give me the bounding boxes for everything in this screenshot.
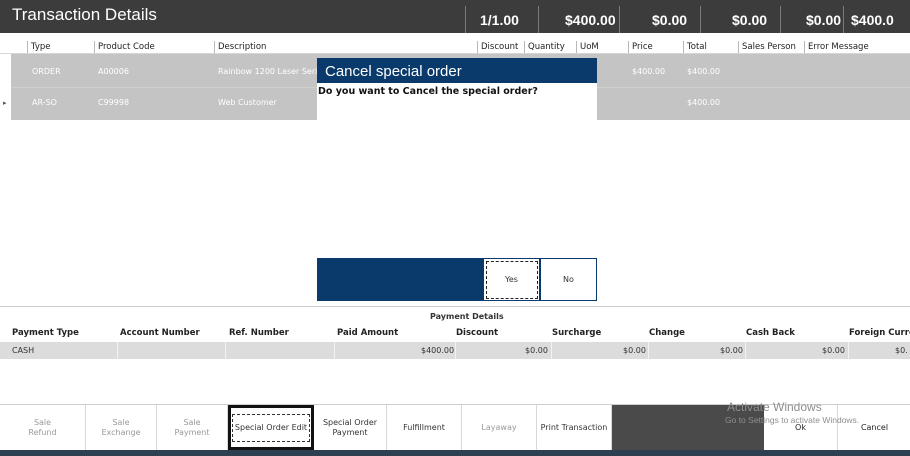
- cell-divider: [117, 342, 118, 359]
- col-product-code[interactable]: Product Code: [94, 41, 155, 53]
- pay-col-discount[interactable]: Discount: [456, 328, 499, 338]
- row1-product-code[interactable]: A00006: [98, 67, 129, 76]
- row1-description[interactable]: Rainbow 1200 Laser Seri: [218, 67, 318, 76]
- sale-payment-label-2: Payment: [174, 427, 210, 437]
- sale-refund-label-2: Refund: [28, 427, 57, 437]
- pay-paid-value: $400.00: [421, 346, 455, 355]
- summary-charges: $0.00: [806, 12, 842, 28]
- current-row-indicator: ▸: [3, 99, 7, 107]
- transaction-header: [0, 0, 910, 33]
- cell-divider: [551, 342, 552, 359]
- pay-col-type[interactable]: Payment Type: [12, 328, 79, 338]
- sale-exchange-button[interactable]: Sale Exchange: [86, 405, 157, 450]
- activation-watermark-title: Activate Windows: [727, 400, 822, 414]
- special-order-edit-button[interactable]: Special Order Edit: [228, 405, 314, 450]
- summary-quantity: 1/1.00: [480, 12, 519, 28]
- pay-col-surcharge[interactable]: Surcharge: [552, 328, 602, 338]
- sale-refund-label-1: Sale: [33, 417, 52, 427]
- pay-col-paid[interactable]: Paid Amount: [337, 328, 399, 338]
- col-quantity[interactable]: Quantity: [524, 41, 565, 53]
- special-order-payment-button[interactable]: Special Order Payment: [314, 405, 387, 450]
- cancel-button[interactable]: Cancel: [860, 423, 889, 432]
- header-divider: [465, 6, 466, 33]
- activation-watermark-subtitle: Go to Settings to activate Windows.: [725, 415, 860, 425]
- row1-type[interactable]: ORDER: [32, 67, 61, 76]
- pay-foreign-value: $0.: [895, 346, 908, 355]
- pay-cashback-value: $0.00: [822, 346, 845, 355]
- col-error-message[interactable]: Error Message: [804, 41, 869, 53]
- header-divider: [843, 6, 844, 33]
- header-divider: [538, 6, 539, 33]
- sale-exchange-label-2: Exchange: [101, 427, 141, 437]
- pay-col-foreign[interactable]: Foreign Curre: [849, 328, 910, 338]
- special-order-payment-label-1: Special Order: [322, 417, 378, 427]
- sale-payment-button[interactable]: Sale Payment: [157, 405, 228, 450]
- sale-exchange-label-1: Sale: [112, 417, 130, 427]
- sale-refund-button[interactable]: Sale Refund: [0, 405, 86, 450]
- header-divider: [619, 6, 620, 33]
- summary-discount: $0.00: [652, 12, 688, 28]
- payment-details-title: Payment Details: [430, 312, 504, 321]
- pay-col-change[interactable]: Change: [649, 328, 685, 338]
- row2-description[interactable]: Web Customer: [218, 98, 277, 107]
- fulfillment-button[interactable]: Fulfillment: [387, 405, 462, 450]
- yes-button[interactable]: Yes: [483, 258, 540, 301]
- sale-payment-label-1: Sale: [183, 417, 201, 427]
- cell-divider: [648, 342, 649, 359]
- toolbar-spacer: [612, 405, 764, 450]
- cell-divider: [745, 342, 746, 359]
- col-description[interactable]: Description: [214, 41, 266, 53]
- ok-button[interactable]: Ok: [764, 405, 838, 450]
- summary-tax: $0.00: [732, 12, 768, 28]
- summary-subtotal: $400.00: [565, 12, 616, 28]
- header-divider: [700, 6, 701, 33]
- dialog-question: Do you want to Cancel the special order?: [318, 86, 538, 97]
- row2-type[interactable]: AR-SO: [32, 98, 57, 107]
- col-discount[interactable]: Discount: [477, 41, 518, 53]
- row1-price[interactable]: $400.00: [632, 67, 666, 76]
- cell-divider: [455, 342, 456, 359]
- pay-col-cashback[interactable]: Cash Back: [746, 328, 795, 338]
- cell-divider: [334, 342, 335, 359]
- special-order-edit-label: Special Order Edit: [231, 413, 311, 442]
- col-type[interactable]: Type: [27, 41, 51, 53]
- layaway-button[interactable]: Layaway: [462, 405, 537, 450]
- row1-total[interactable]: $400.00: [687, 67, 721, 76]
- pay-col-ref[interactable]: Ref. Number: [229, 328, 289, 338]
- page-title: Transaction Details: [12, 5, 157, 24]
- special-order-payment-label-2: Payment: [332, 427, 368, 437]
- pay-discount-value: $0.00: [525, 346, 548, 355]
- summary-total: $400.0: [851, 12, 894, 28]
- col-total[interactable]: Total: [683, 41, 707, 53]
- row2-total[interactable]: $400.00: [687, 98, 721, 107]
- pay-type-value: CASH: [12, 346, 35, 355]
- dialog-title: Cancel special order: [317, 58, 597, 83]
- pay-surcharge-value: $0.00: [623, 346, 646, 355]
- header-divider: [780, 6, 781, 33]
- cell-divider: [848, 342, 849, 359]
- col-price[interactable]: Price: [628, 41, 653, 53]
- col-uom[interactable]: UoM: [576, 41, 599, 53]
- taskbar-strip: [0, 450, 910, 456]
- payment-divider: [0, 306, 910, 307]
- pay-change-value: $0.00: [720, 346, 743, 355]
- pay-col-account[interactable]: Account Number: [120, 328, 200, 338]
- col-sales-person[interactable]: Sales Person: [738, 41, 796, 53]
- grid-column-headers: Type Product Code Description Discount Q…: [0, 40, 910, 54]
- yes-button-label: Yes: [485, 260, 538, 299]
- row2-product-code[interactable]: C99998: [98, 98, 130, 107]
- print-transaction-button[interactable]: Print Transaction: [537, 405, 612, 450]
- cell-divider: [225, 342, 226, 359]
- no-button[interactable]: No: [540, 258, 597, 301]
